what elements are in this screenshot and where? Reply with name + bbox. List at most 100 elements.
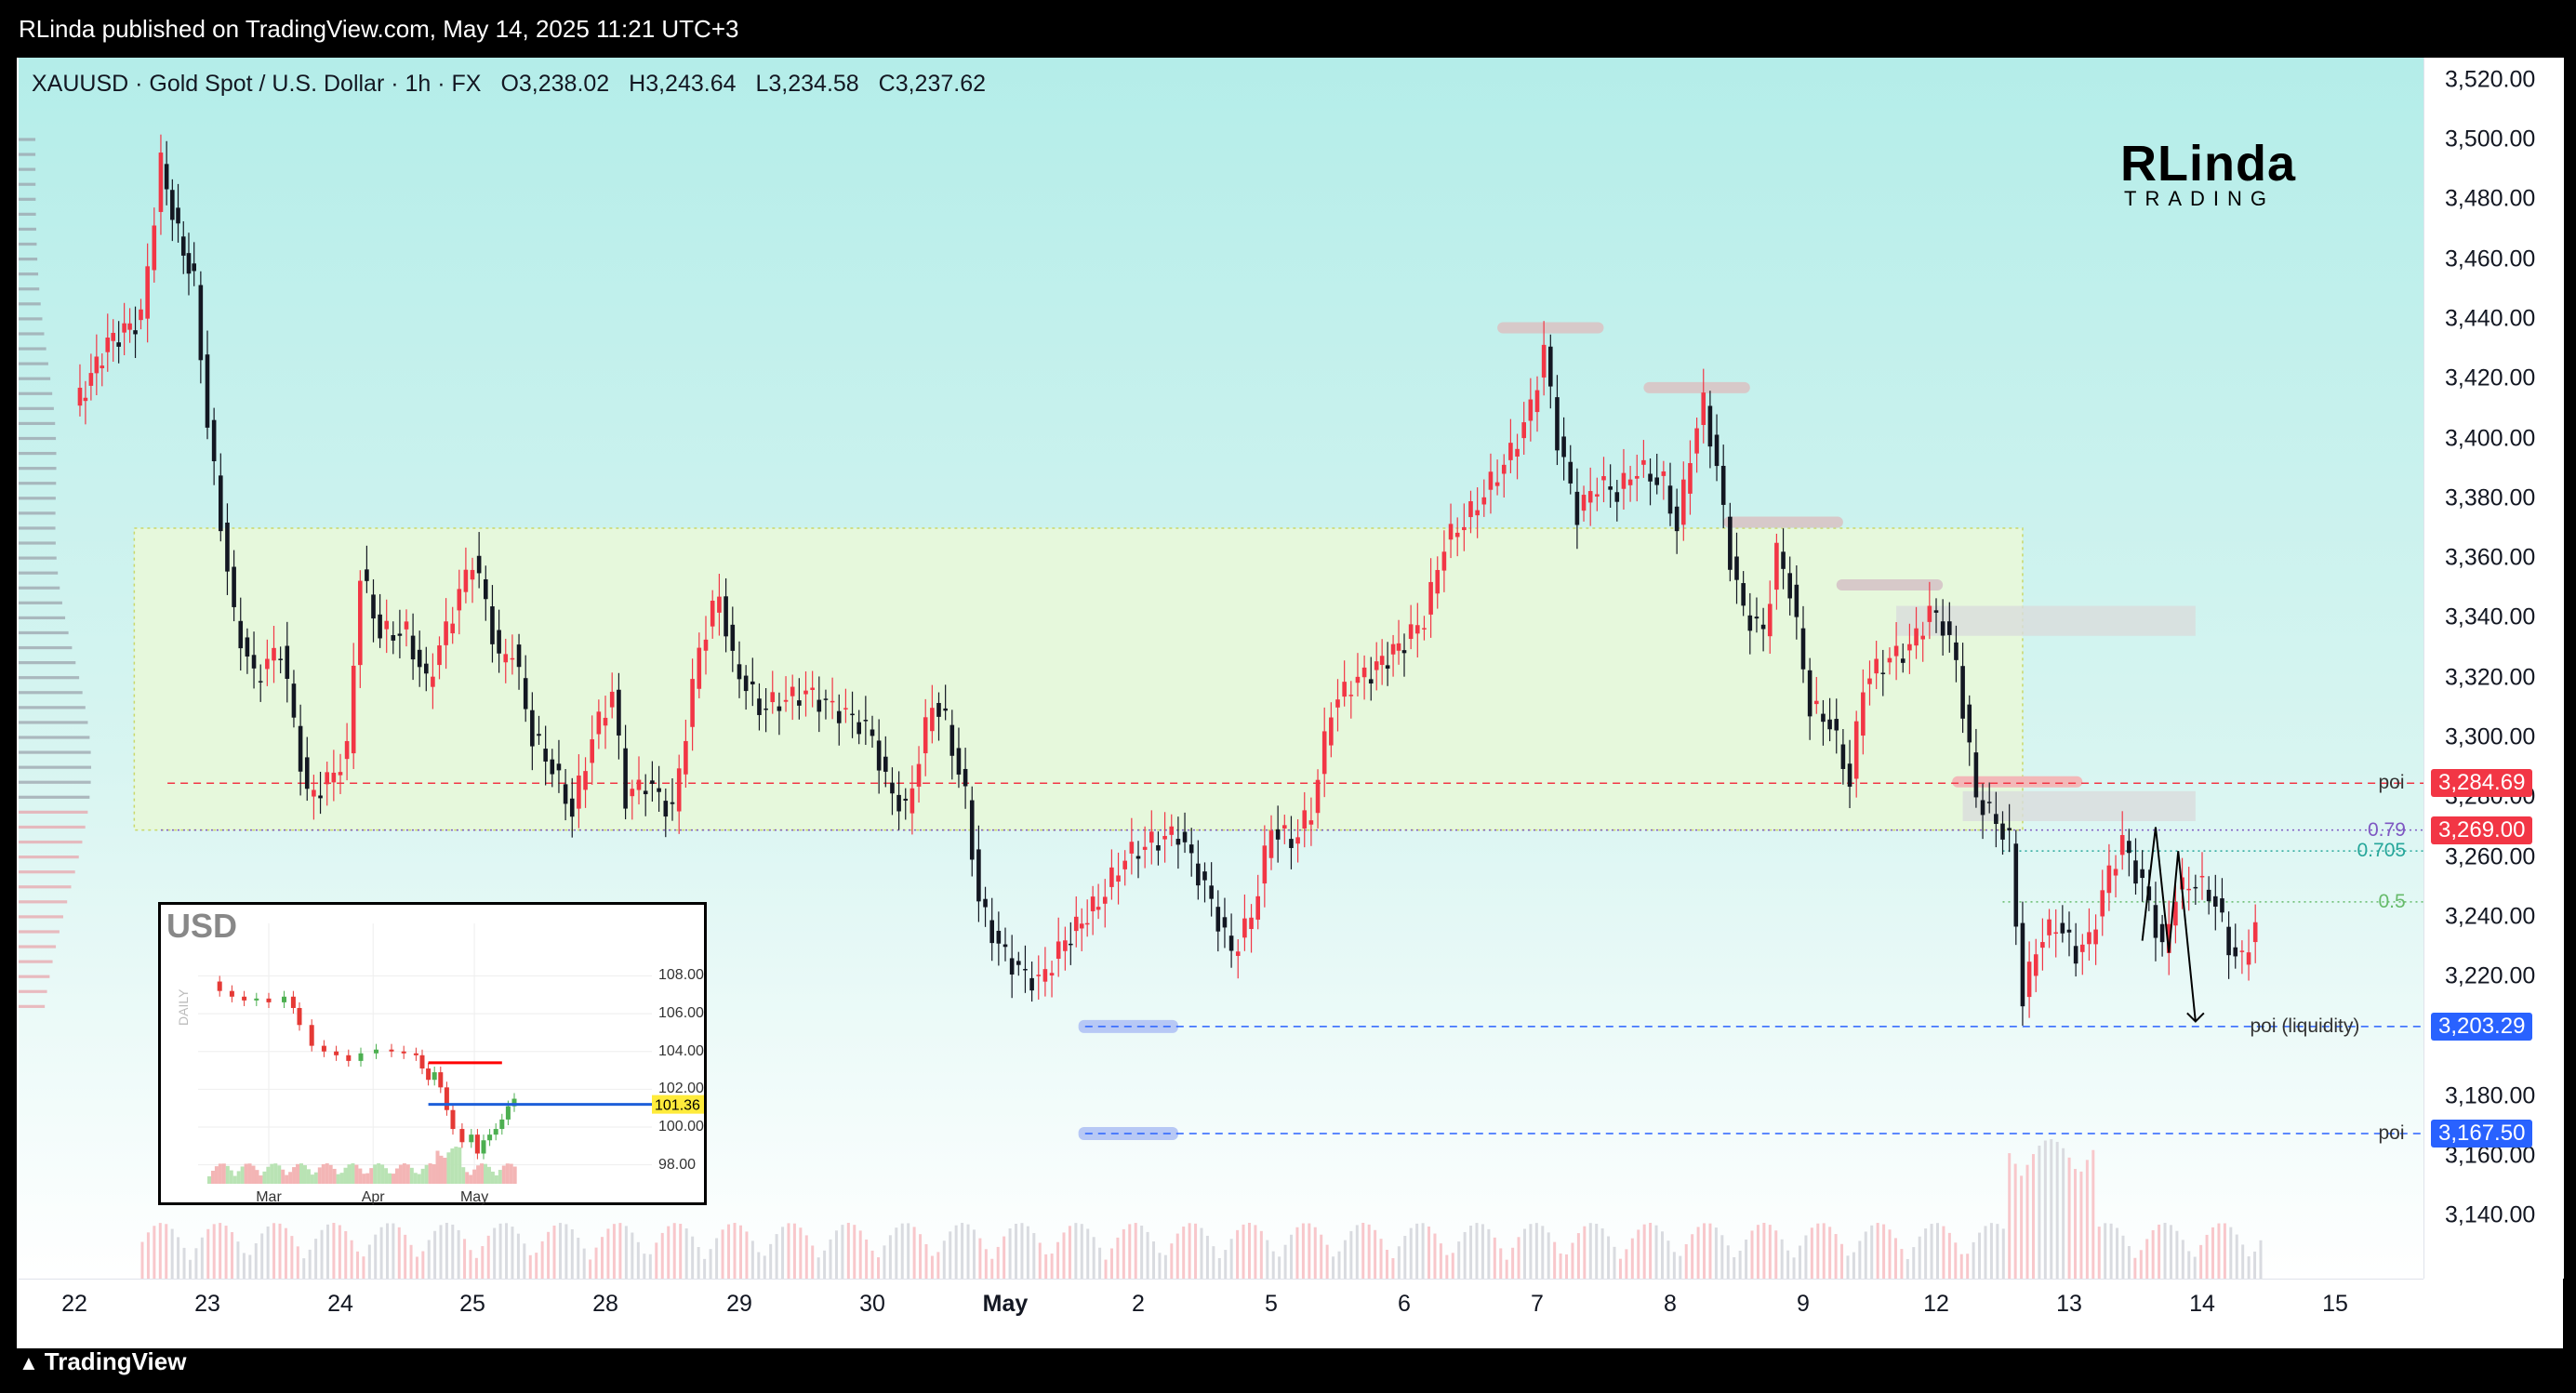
volume-bar bbox=[1822, 1223, 1826, 1279]
volume-profile-bar bbox=[19, 556, 57, 560]
volume-bar bbox=[1229, 1239, 1233, 1279]
candle-body bbox=[890, 782, 895, 794]
candle-body bbox=[111, 332, 116, 341]
candle-body bbox=[1329, 717, 1334, 746]
footer-bar bbox=[0, 1348, 2576, 1393]
candle-body bbox=[2033, 954, 2038, 976]
candle-body bbox=[245, 637, 250, 657]
inset-volume-bar bbox=[417, 1174, 421, 1184]
volume-bar bbox=[1158, 1253, 1162, 1279]
inset-volume-bar bbox=[398, 1164, 403, 1184]
candle-body bbox=[232, 566, 236, 607]
time-axis[interactable]: 22 23 24 25 28 29 30 May 2 5 6 7 8 9 12 13 14 15 bbox=[19, 1279, 2423, 1349]
volume-bar bbox=[2104, 1223, 2107, 1279]
volume-bar bbox=[1684, 1244, 1688, 1279]
volume-bar bbox=[194, 1248, 198, 1279]
volume-bar bbox=[338, 1225, 341, 1279]
volume-bar bbox=[858, 1230, 862, 1279]
inset-volume-bar bbox=[505, 1163, 510, 1184]
volume-bar bbox=[2169, 1225, 2172, 1279]
inset-volume-bar bbox=[484, 1163, 487, 1184]
volume-bar bbox=[1607, 1236, 1611, 1279]
candle-body bbox=[1308, 820, 1314, 825]
candle-body bbox=[830, 700, 835, 703]
volume-bar bbox=[170, 1228, 174, 1279]
candle-body bbox=[1408, 624, 1414, 640]
inset-volume-bar bbox=[244, 1163, 248, 1184]
tradingview-logo[interactable]: ▲ TradingView bbox=[19, 1347, 186, 1376]
inset-candle-body bbox=[254, 998, 259, 1001]
volume-bar bbox=[811, 1245, 815, 1279]
inset-volume-bar bbox=[336, 1174, 340, 1184]
volume-bar bbox=[1637, 1229, 1640, 1279]
volume-bar bbox=[1020, 1223, 1024, 1279]
volume-bar bbox=[1786, 1250, 1790, 1279]
price-axis[interactable]: 3,520.00 3,500.00 3,480.00 3,460.00 3,440.00… bbox=[2423, 58, 2564, 1279]
inset-volume-bar bbox=[332, 1168, 337, 1184]
volume-bar bbox=[1182, 1227, 1186, 1279]
volume-profile-bar bbox=[19, 317, 43, 321]
volume-bar bbox=[1146, 1231, 1149, 1279]
candle-body bbox=[490, 606, 495, 644]
volume-bar bbox=[1200, 1227, 1203, 1279]
candle-body bbox=[83, 397, 88, 402]
inset-candle-body bbox=[505, 1106, 511, 1120]
candle-body bbox=[684, 740, 688, 775]
candle-body bbox=[1102, 896, 1108, 904]
inset-volume-bar bbox=[325, 1163, 329, 1184]
volume-profile-bar bbox=[19, 975, 50, 978]
inset-x-tick: May bbox=[459, 1189, 489, 1205]
candle-body bbox=[2159, 923, 2165, 943]
volume-profile-bar bbox=[19, 482, 57, 485]
volume-bar bbox=[188, 1259, 192, 1279]
candle-body bbox=[1494, 482, 1500, 486]
volume-profile-bar bbox=[19, 467, 57, 471]
volume-bar bbox=[984, 1249, 988, 1279]
volume-bar bbox=[2050, 1139, 2053, 1279]
inset-candle-body bbox=[374, 1049, 378, 1054]
volume-bar bbox=[1109, 1248, 1113, 1279]
candle-body bbox=[1142, 846, 1148, 850]
candle-body bbox=[1574, 491, 1580, 525]
volume-bar bbox=[1691, 1234, 1694, 1279]
candle-body bbox=[1781, 551, 1786, 569]
candle-body bbox=[344, 740, 350, 760]
volume-bar bbox=[1254, 1225, 1257, 1279]
y-tick-label: 3,260.00 bbox=[2445, 843, 2536, 870]
volume-bar bbox=[1409, 1227, 1413, 1279]
candle-body bbox=[1893, 645, 1899, 657]
y-tick-label: 3,400.00 bbox=[2445, 425, 2536, 451]
candle-body bbox=[1973, 752, 1979, 798]
candle-body bbox=[1069, 943, 1073, 946]
volume-bar bbox=[1924, 1228, 1928, 1279]
candle-body bbox=[983, 898, 988, 908]
candle-body bbox=[1960, 666, 1965, 719]
candle-body bbox=[338, 772, 343, 776]
symbol-legend[interactable]: XAUUSD · Gold Spot / U.S. Dollar · 1h · … bbox=[32, 71, 986, 98]
candle-body bbox=[365, 569, 369, 581]
candle-body bbox=[1169, 826, 1175, 835]
volume-bar bbox=[2116, 1227, 2119, 1279]
candle-body bbox=[1255, 896, 1260, 920]
volume-bar bbox=[1050, 1254, 1054, 1279]
candle-body bbox=[543, 749, 548, 762]
candle-body bbox=[484, 578, 488, 600]
candle-body bbox=[1063, 940, 1068, 951]
level-label: 0.705 bbox=[2357, 840, 2407, 862]
candle-body bbox=[1681, 479, 1686, 525]
candle-body bbox=[457, 589, 462, 611]
candle-body bbox=[1295, 837, 1300, 844]
volume-bar bbox=[1672, 1252, 1676, 1279]
tradingview-icon: ▲ bbox=[19, 1351, 39, 1374]
volume-profile-bar bbox=[19, 571, 59, 575]
volume-bar bbox=[883, 1245, 886, 1279]
volume-bar bbox=[1134, 1223, 1137, 1279]
candle-body bbox=[1661, 471, 1666, 476]
volume-bar bbox=[727, 1224, 731, 1279]
candle-body bbox=[530, 710, 535, 747]
volume-bar bbox=[1762, 1223, 1766, 1279]
volume-bar bbox=[1487, 1228, 1491, 1279]
x-tick-label: May bbox=[982, 1291, 1029, 1317]
inset-y-tick: 100.00 bbox=[658, 1119, 704, 1135]
volume-profile-bar bbox=[19, 541, 56, 545]
